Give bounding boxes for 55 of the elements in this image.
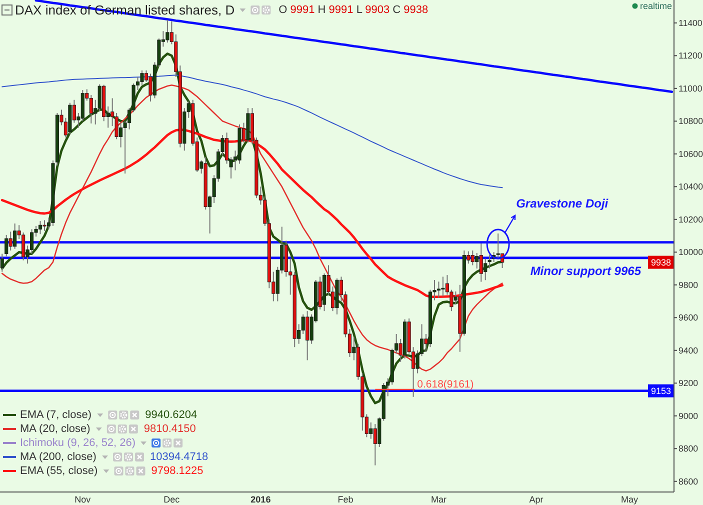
annotation: 0.618(9161) (417, 378, 474, 391)
y-tick-label: 10600 (678, 148, 703, 159)
annotation: Minor support 9965 (530, 264, 642, 278)
candlestick (488, 254, 492, 270)
candlestick (42, 220, 46, 232)
ref-line-label: 9153 (650, 386, 672, 396)
annotation: 9810.4150 (144, 423, 196, 435)
annotation: O 9991 H 9991 L 9903 C 9938 (278, 4, 428, 16)
x-tick-label: Dec (164, 494, 180, 504)
line-series (0, 52, 504, 404)
annotation: 9940.6204 (145, 409, 198, 421)
y-tick-label: 9600 (678, 312, 698, 323)
candlestick (140, 70, 144, 86)
line-series (2, 74, 503, 188)
x-tick-label: Feb (338, 494, 354, 504)
y-tick-label: 10000 (678, 247, 703, 258)
legend-label: Ichimoku (9, 26, 52, 26) (20, 437, 136, 449)
annotation: 9938 (650, 257, 672, 268)
annotation: Gravestone Doji (516, 196, 609, 210)
y-tick-label: 10400 (678, 182, 703, 192)
y-tick-label: 11200 (678, 50, 702, 61)
y-tick-label: 8600 (678, 476, 698, 486)
candlestick (441, 276, 445, 297)
x-tick-label: May (620, 494, 638, 504)
x-tick-label: Mar (430, 494, 446, 504)
x-tick-label: 2016 (250, 494, 271, 504)
candlestick (496, 232, 500, 258)
y-tick-label: 9000 (678, 410, 698, 421)
annotation: 9798.1225 (151, 465, 204, 477)
y-tick-label: 11400 (678, 18, 702, 28)
y-tick-label: 10200 (678, 214, 703, 224)
candlestick (479, 242, 483, 282)
y-tick-label: 9200 (678, 378, 698, 388)
legend-label: MA (200, close) (20, 451, 96, 463)
y-tick-label: 11000 (678, 83, 702, 94)
x-tick-label: Apr (529, 494, 544, 504)
y-tick-label: 8800 (678, 444, 698, 454)
candlestick (89, 94, 93, 124)
candlestick (166, 19, 170, 44)
candlestick (470, 250, 474, 266)
annotation: 10394.4718 (150, 451, 208, 463)
candlestick (436, 281, 441, 298)
y-tick-label: 10800 (678, 116, 703, 126)
legend-label: EMA (7, close) (20, 409, 92, 421)
annotation: realtime (640, 1, 672, 11)
x-tick-label: Nov (74, 494, 92, 504)
candlestick (4, 234, 8, 257)
legend-label: EMA (55, close) (20, 465, 98, 477)
candlestick (0, 253, 4, 272)
candlestick (38, 220, 42, 235)
candlestick (484, 258, 488, 281)
legend-label: MA (20, close) (20, 423, 90, 435)
y-tick-label: 9400 (678, 345, 698, 356)
y-tick-label: 9800 (678, 280, 698, 290)
candlestick (8, 231, 12, 252)
